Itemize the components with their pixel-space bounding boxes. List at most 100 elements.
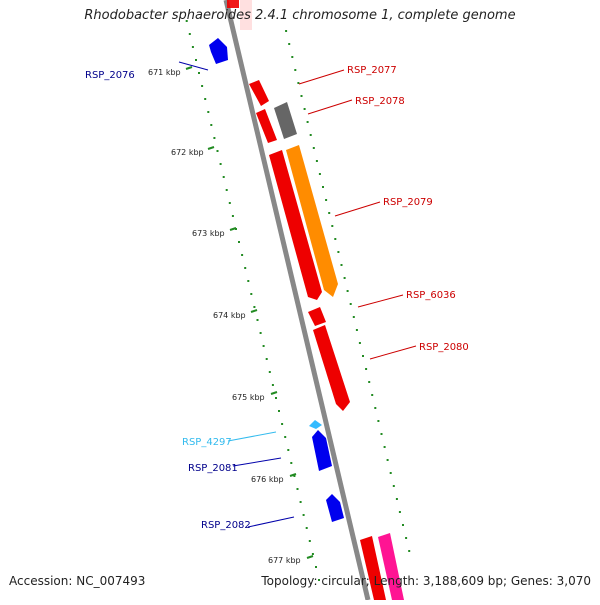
gc-dot — [311, 553, 314, 555]
gene-arrow-RSP_2076[interactable] — [209, 38, 228, 64]
gc-dot — [225, 189, 228, 191]
gene-RSP_2081[interactable]: RSP_2081 — [188, 430, 332, 474]
gc-dot — [328, 212, 331, 214]
gc-dot — [219, 163, 222, 165]
gc-dot — [293, 475, 296, 477]
gc-dot — [253, 306, 256, 308]
backbone-line — [223, 0, 371, 601]
gene-label-RSP_2081: RSP_2081 — [188, 463, 238, 474]
scale-ticks: 671 kbp 672 kbp 673 kbp 674 kbp 675 kbp … — [148, 66, 314, 565]
gc-dot — [198, 72, 200, 74]
gc-dot — [365, 368, 368, 370]
gene-RSP_4297[interactable]: RSP_4297 — [182, 420, 322, 448]
tick-mark-674 — [250, 309, 258, 313]
gc-dot — [294, 69, 297, 71]
gene-arrow-RSP_2080[interactable] — [313, 325, 350, 411]
gc-dot — [275, 397, 277, 399]
tick-label-677: 677 kbp — [268, 556, 301, 565]
gc-dot — [278, 410, 280, 412]
gc-dot — [368, 381, 371, 383]
gc-content-track — [185, 20, 411, 581]
gc-dot — [309, 134, 312, 136]
gene-RSP_2076[interactable]: RSP_2076 — [85, 38, 228, 81]
gc-dot — [331, 225, 334, 227]
tick-label-673: 673 kbp — [192, 229, 225, 238]
gene-RSP_6036[interactable]: RSP_6036 — [308, 290, 456, 326]
gc-dot — [297, 82, 300, 84]
gc-dot — [188, 33, 191, 35]
gc-dot — [305, 527, 308, 529]
gene-arrow-RSP_2078[interactable] — [274, 102, 297, 139]
tick-label-676: 676 kbp — [251, 475, 284, 484]
gene-RSP_2080[interactable]: RSP_2080 — [313, 325, 469, 411]
gene-red-between[interactable] — [256, 109, 277, 143]
gene-RSP_2077[interactable]: RSP_2077 — [249, 65, 397, 106]
gene-RSP_2082[interactable]: RSP_2082 — [201, 494, 344, 531]
gene-arrow-RSP_6036[interactable] — [308, 307, 326, 326]
gene-arrow-red-between[interactable] — [256, 109, 277, 143]
gene-red-long[interactable] — [269, 150, 322, 300]
gene-arrow-RSP_2077[interactable] — [249, 80, 269, 106]
gc-dot — [346, 290, 349, 292]
gc-dot — [247, 280, 250, 282]
tick-mark-676 — [289, 473, 297, 477]
gene-label-RSP_2080: RSP_2080 — [419, 342, 469, 353]
genome-summary: Topology: circular; Length: 3,188,609 bp… — [261, 574, 591, 588]
tick-label-671: 671 kbp — [148, 68, 181, 77]
gc-dot — [306, 121, 309, 123]
gc-dot — [318, 579, 320, 581]
gc-dot — [259, 332, 262, 334]
gene-label-RSP_2077: RSP_2077 — [347, 65, 397, 76]
gc-dot — [241, 254, 244, 256]
gc-dot — [216, 150, 219, 152]
gene-label-RSP_2078: RSP_2078 — [355, 96, 405, 107]
tick-label-675: 675 kbp — [232, 393, 265, 402]
gene-leader-RSP_4297 — [227, 431, 277, 442]
gc-dot — [207, 111, 210, 113]
gc-dot — [285, 30, 288, 32]
gc-dot — [296, 488, 299, 490]
gc-dot — [213, 137, 216, 139]
gc-dot — [287, 449, 290, 451]
gc-dot — [352, 316, 355, 318]
gc-dot — [334, 238, 337, 240]
gene-label-RSP_4297: RSP_4297 — [182, 437, 232, 448]
gene-leader-RSP_2077 — [298, 69, 345, 85]
gc-dot — [318, 173, 321, 175]
gene-arrow-RSP_2079[interactable] — [286, 145, 338, 297]
gene-RSP_2079[interactable]: RSP_2079 — [286, 145, 433, 297]
gene-RSP_2078[interactable]: RSP_2078 — [274, 96, 405, 139]
gene-label-RSP_2076: RSP_2076 — [85, 70, 135, 81]
gc-dot — [362, 355, 364, 357]
gc-dot — [256, 319, 259, 321]
gene-leader-RSP_6036 — [357, 294, 404, 308]
backbone — [223, 0, 371, 601]
gc-dot — [349, 303, 352, 305]
accession-label: Accession: NC_007493 — [9, 574, 146, 588]
gc-dot — [210, 124, 213, 126]
gc-dot — [355, 329, 358, 331]
gc-dot — [380, 433, 383, 435]
tick-mark-672 — [207, 146, 215, 150]
gc-dot — [308, 540, 311, 542]
partial-gene-top-pink — [240, 0, 252, 30]
gc-dot — [337, 251, 340, 253]
gc-dot — [250, 293, 253, 295]
gene-label-RSP_6036: RSP_6036 — [406, 290, 456, 301]
gc-dot — [374, 407, 377, 409]
gene-leader-RSP_2076 — [178, 61, 209, 71]
gc-dot — [185, 20, 188, 22]
gene-arrow-red-long[interactable] — [269, 150, 322, 300]
gc-dot — [271, 384, 274, 386]
gene-arrow-RSP_2082[interactable] — [326, 494, 344, 522]
gc-dot — [191, 46, 194, 48]
gc-dot — [231, 215, 234, 217]
tick-mark-671 — [185, 66, 193, 70]
gene-leader-RSP_2078 — [307, 99, 353, 115]
gene-arrow-RSP_2081[interactable] — [312, 430, 332, 471]
gc-dot — [244, 267, 247, 269]
gene-leader-RSP_2081 — [232, 457, 282, 467]
gene-arrow-RSP_4297[interactable] — [309, 420, 322, 429]
tick-label-674: 674 kbp — [213, 311, 246, 320]
